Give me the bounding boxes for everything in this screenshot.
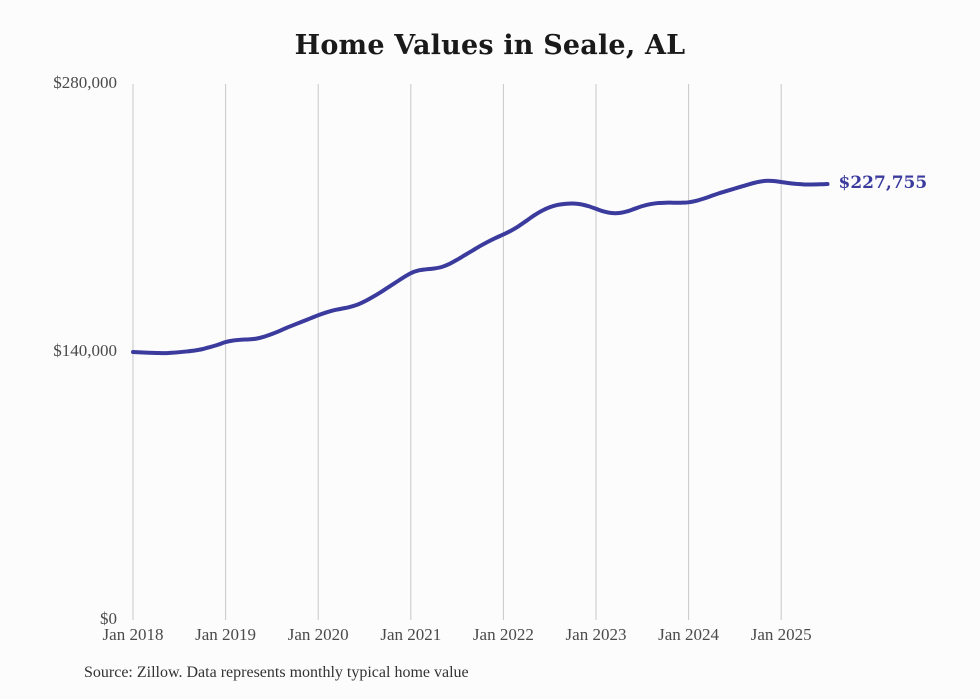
end-value-annotation: $227,755 <box>838 173 928 193</box>
x-tick-label-jan-2018: Jan 2018 <box>102 625 164 644</box>
x-tick-label-jan-2025: Jan 2025 <box>750 625 812 644</box>
x-tick-label-jan-2019: Jan 2019 <box>195 625 257 644</box>
y-tick-label-0: $0 <box>100 609 117 628</box>
y-tick-label-140000: $140,000 <box>53 341 117 360</box>
data-line-typical-home-value <box>131 178 830 356</box>
x-tick-label-jan-2023: Jan 2023 <box>565 625 627 644</box>
x-tick-label-jan-2020: Jan 2020 <box>287 625 349 644</box>
page-title: Home Values in Seale, AL <box>294 30 686 61</box>
source-note: Source: Zillow. Data represents monthly … <box>84 664 469 681</box>
x-tick-label-jan-2021: Jan 2021 <box>380 625 442 644</box>
gridlines <box>132 84 782 620</box>
x-tick-label-jan-2022: Jan 2022 <box>472 625 534 644</box>
x-tick-label-jan-2024: Jan 2024 <box>658 625 720 644</box>
y-tick-label-280000: $280,000 <box>53 73 117 92</box>
data-line-group <box>131 178 830 356</box>
